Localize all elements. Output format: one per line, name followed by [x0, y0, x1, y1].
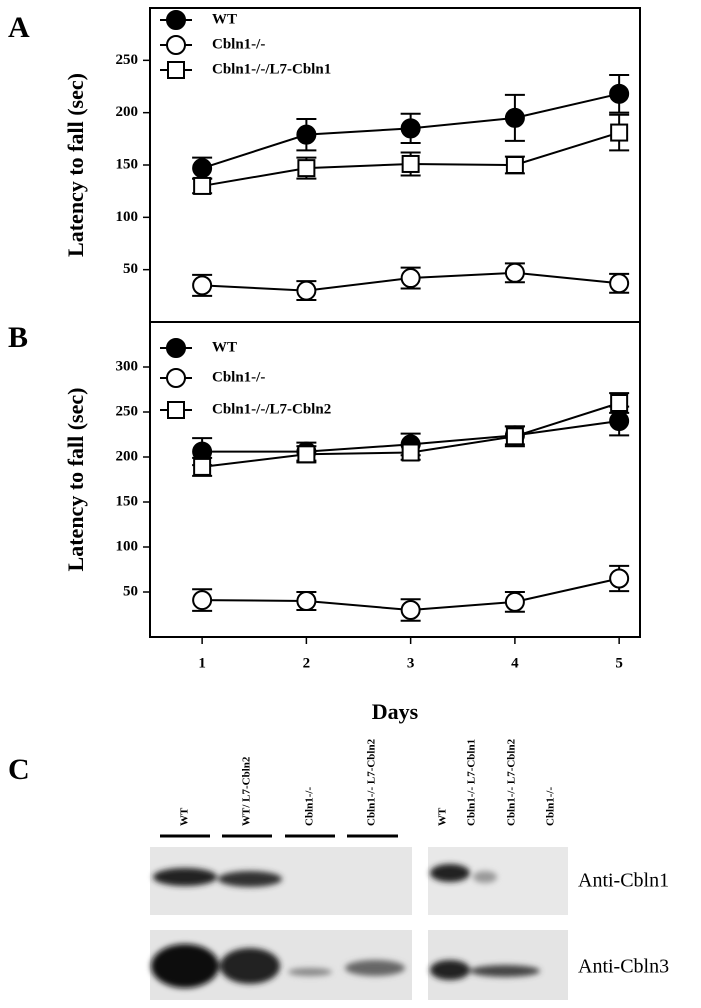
y-axis-label: Latency to fall (sec): [63, 388, 88, 572]
y-tick-label: 250: [116, 52, 139, 68]
blot-images: [150, 834, 568, 1000]
x-tick-label: 2: [303, 655, 311, 671]
row-label: Anti-Cbln3: [578, 956, 669, 978]
legend-marker: [166, 35, 186, 55]
y-tick-label: 150: [116, 156, 139, 172]
x-tick-label: 5: [615, 655, 623, 671]
data-point: [296, 124, 317, 145]
legend-label: Cbln1-/-/L7-Cbln2: [212, 401, 331, 417]
data-point: [297, 159, 316, 178]
panel-label: B: [8, 321, 28, 354]
data-point: [297, 445, 316, 464]
x-axis-label: Days: [372, 699, 419, 724]
data-point: [504, 591, 525, 612]
data-point: [192, 158, 213, 179]
x-tick-label: 4: [511, 655, 519, 671]
data-point: [505, 427, 524, 446]
data-point: [609, 568, 630, 589]
y-axis-label: Latency to fall (sec): [63, 73, 88, 257]
legend-label: WT: [212, 339, 237, 355]
legend-marker: [167, 401, 185, 419]
x-tick-label: 1: [198, 655, 206, 671]
y-tick-label: 300: [116, 358, 139, 374]
data-point: [193, 457, 212, 476]
legend-marker: [166, 338, 186, 358]
y-tick-label: 250: [116, 403, 139, 419]
y-tick-label: 100: [116, 209, 139, 225]
lane-label: Cbln1-/- L7-Cbln2: [366, 738, 378, 826]
data-point: [504, 107, 525, 128]
data-point: [609, 273, 630, 294]
legend-label: Cbln1-/-/L7-Cbln1: [212, 61, 331, 77]
y-tick-label: 100: [116, 538, 139, 554]
data-point: [400, 118, 421, 139]
legend-label: Cbln1-/-: [212, 36, 265, 52]
data-point: [610, 123, 629, 142]
data-point: [296, 280, 317, 301]
data-point: [400, 600, 421, 620]
row-label: Anti-Cbln1: [578, 870, 669, 892]
bands: [151, 864, 540, 988]
lane-label: Cbln1-/-: [545, 787, 557, 826]
plot-frame: [149, 321, 641, 638]
data-point: [401, 443, 420, 462]
y-tick-label: 50: [123, 583, 138, 599]
data-point: [505, 156, 524, 174]
legend-marker: [166, 10, 186, 30]
panel-label: C: [8, 753, 30, 786]
legend-label: Cbln1-/-: [212, 369, 265, 385]
legend-label: WT: [212, 11, 237, 27]
data-point: [401, 154, 420, 173]
data-point: [609, 411, 630, 431]
data-point: [610, 394, 629, 412]
x-tick-label: 3: [407, 655, 415, 671]
data-point: [504, 262, 525, 283]
lane-label: WT/ L7-Cbln2: [241, 756, 253, 826]
lane-label: WT: [179, 807, 191, 826]
lane-label: Cbln1-/- L7-Cbln1: [466, 739, 478, 826]
legend-marker: [166, 368, 186, 388]
data-point: [193, 176, 212, 195]
data-point: [296, 591, 317, 611]
lane-label: Cbln1-/- L7-Cbln2: [506, 738, 518, 826]
data-point: [609, 83, 630, 104]
y-tick-label: 200: [116, 104, 139, 120]
data-point: [400, 268, 421, 289]
y-tick-label: 200: [116, 448, 139, 464]
data-point: [192, 590, 213, 611]
y-tick-label: 150: [116, 493, 139, 509]
panel-label: A: [8, 11, 30, 44]
lane-label: WT: [437, 807, 449, 826]
lane-label: Cbln1-/-: [304, 787, 316, 826]
y-tick-label: 50: [123, 261, 138, 277]
legend-marker: [167, 61, 185, 79]
data-point: [192, 275, 213, 296]
